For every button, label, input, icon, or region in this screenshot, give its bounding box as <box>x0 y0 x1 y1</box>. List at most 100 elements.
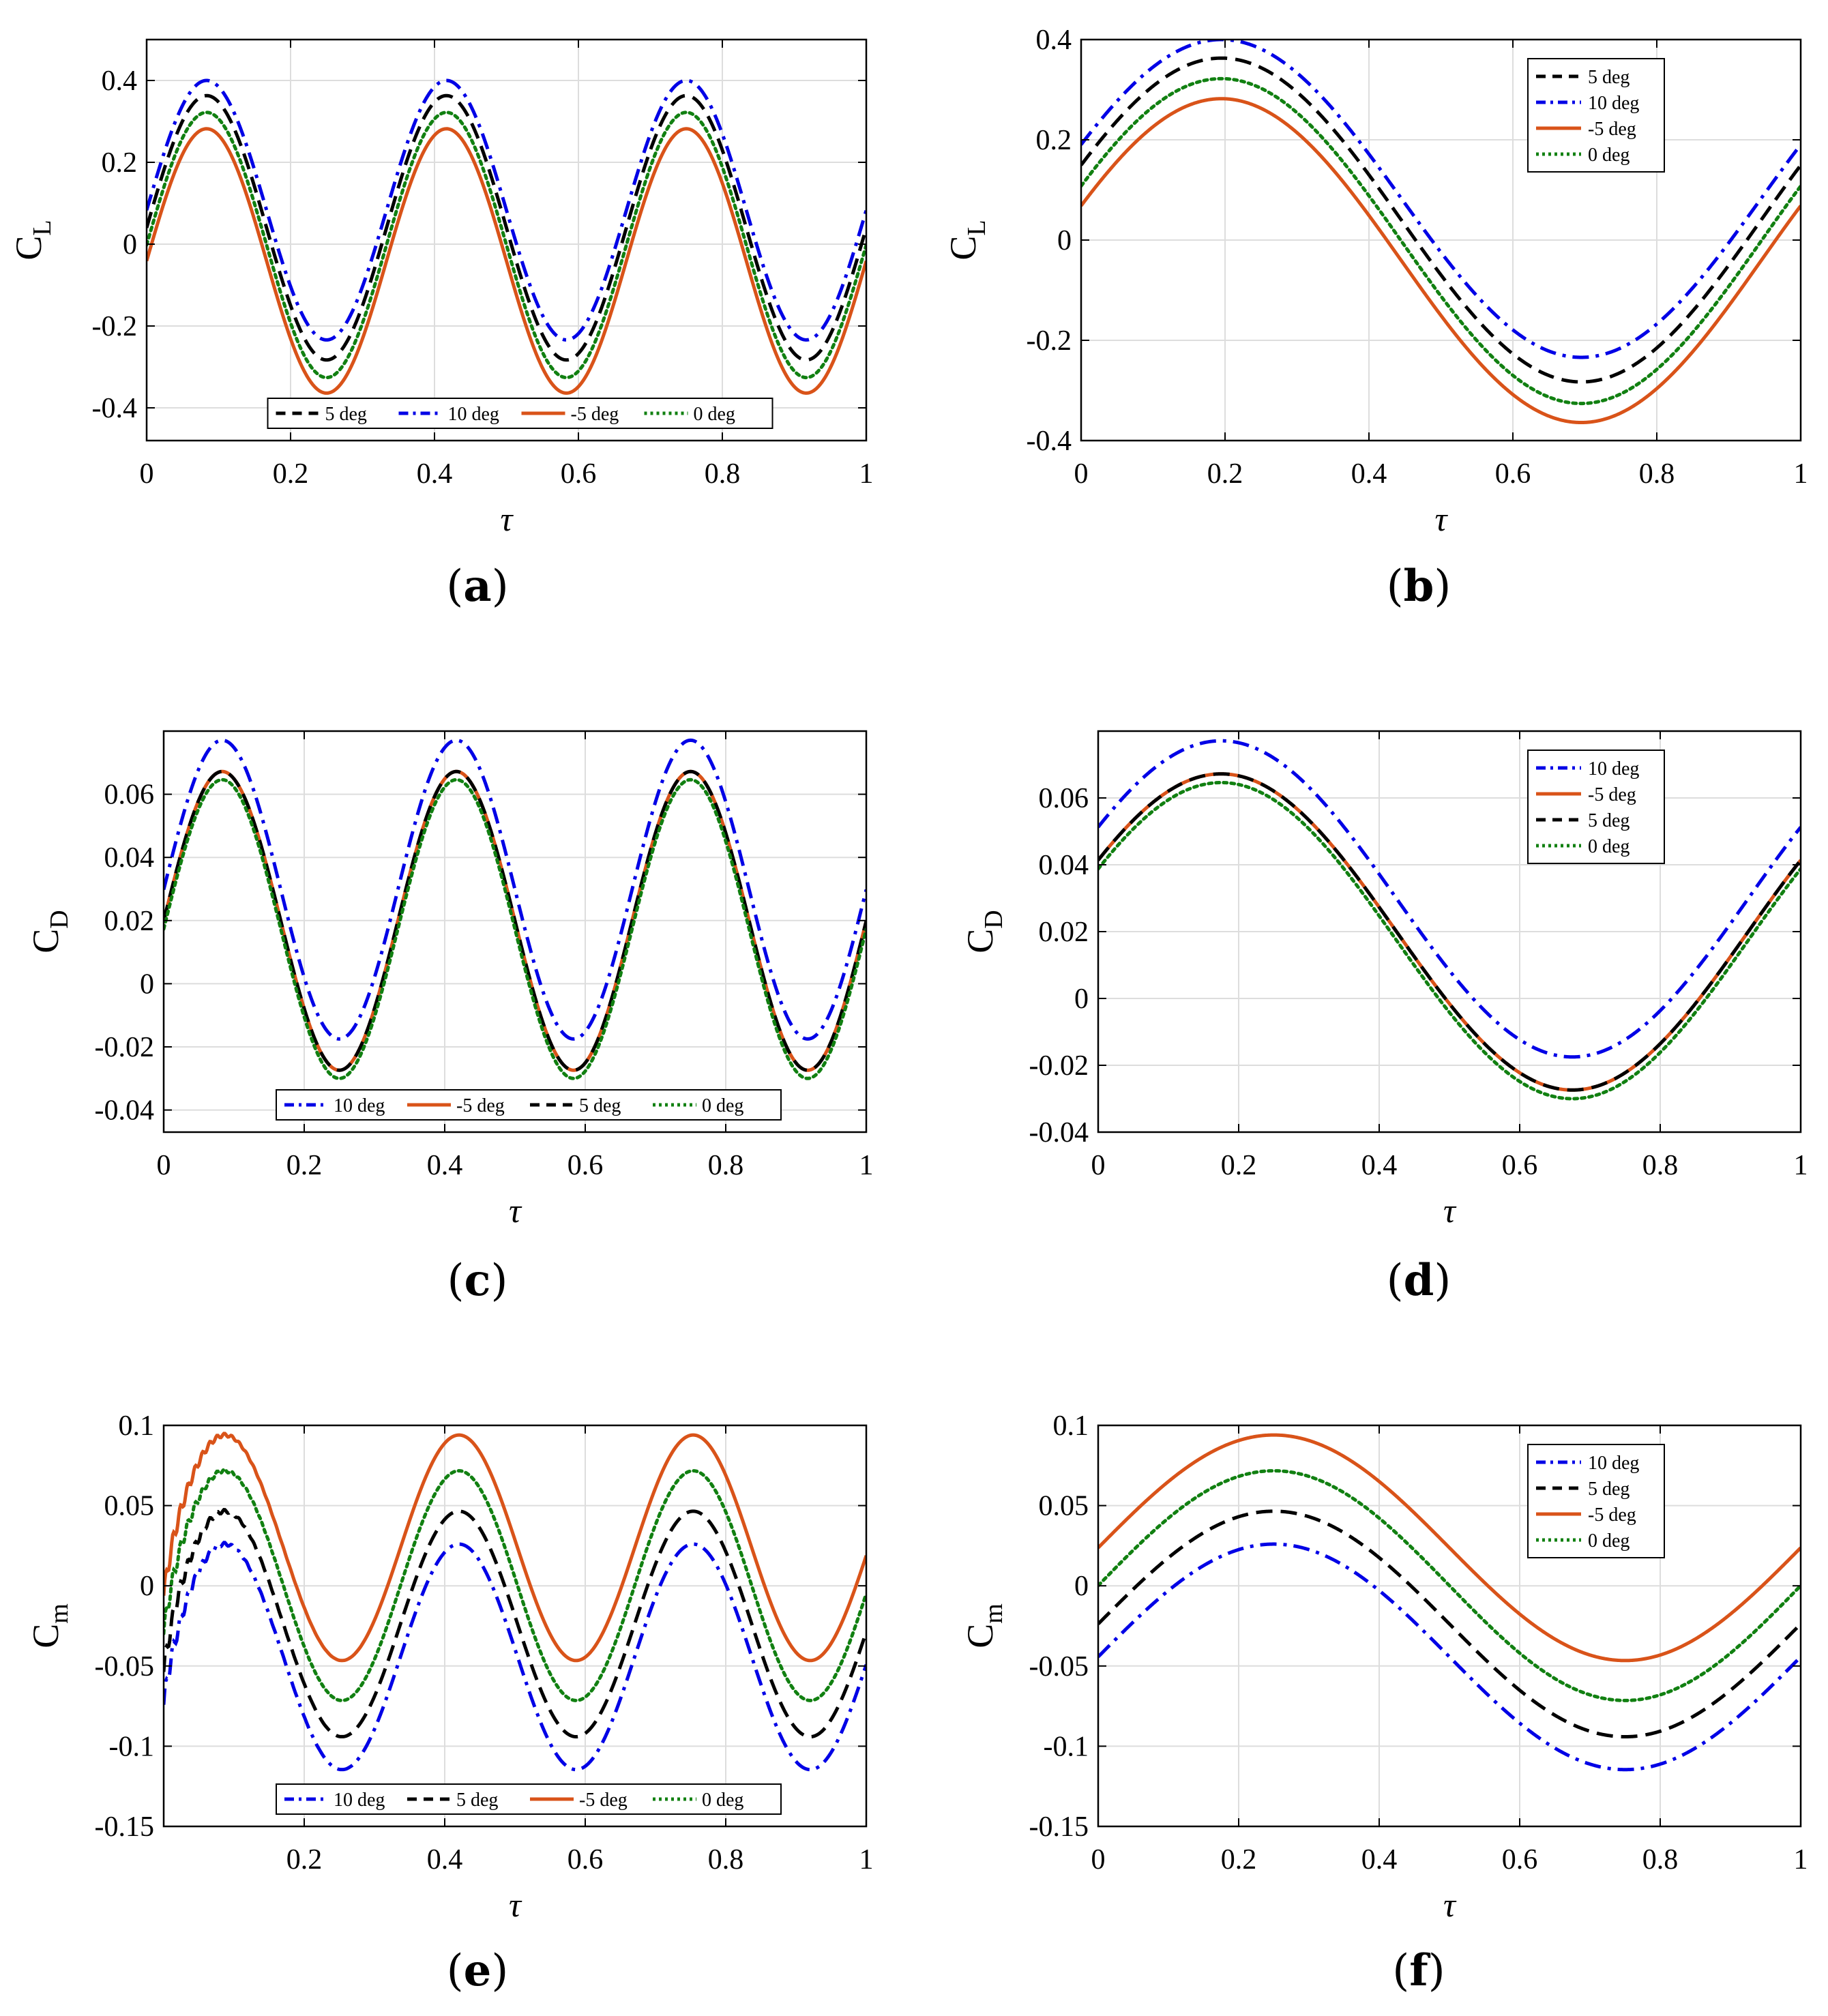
y-axis-label: CD <box>25 910 74 953</box>
x-tick-label: 0.2 <box>286 1844 323 1876</box>
series-line-5deg <box>1081 56 1801 384</box>
x-tick-label: 0.6 <box>561 458 597 490</box>
legend-box <box>276 1089 782 1121</box>
legend-label: 10 deg <box>1588 93 1639 114</box>
y-tick-label: 0.4 <box>1036 25 1072 56</box>
axes-frame <box>1097 1424 1802 1828</box>
legend: 10 deg -5 deg 5 deg 0 deg <box>276 1089 782 1121</box>
chart-panel-a: 0 0.2 0.4 0.6 0.8 1 -0.4 -0.2 0 0.2 0.4 τ CL 5 deg 10 … <box>8 38 874 538</box>
y-tick-label: -0.04 <box>1029 1117 1089 1148</box>
caption-e: (e) <box>446 1945 509 1996</box>
legend-label: 0 deg <box>702 1095 743 1116</box>
series-line-0deg <box>164 1467 866 1702</box>
legend-label: 5 deg <box>1588 1479 1630 1500</box>
x-tick-label: 0.4 <box>417 458 453 490</box>
legend-box <box>267 398 773 429</box>
x-tick-label: 0.4 <box>427 1844 463 1876</box>
series-line-5deg <box>164 1508 866 1739</box>
caption-a: (a) <box>446 561 509 612</box>
x-tick-label: 0.4 <box>1351 458 1387 490</box>
x-tick-label: 1 <box>1794 1844 1808 1876</box>
series-group <box>147 78 866 395</box>
legend-label: -5 deg <box>1588 1504 1636 1526</box>
y-tick-label: -0.05 <box>95 1651 155 1683</box>
y-tick-label: 0.4 <box>102 65 138 97</box>
legend-label: 10 deg <box>1588 1453 1639 1474</box>
series-line-5deg <box>164 769 866 1072</box>
y-tick-label: -0.2 <box>1027 325 1072 357</box>
series-line-0deg <box>1098 780 1801 1101</box>
y-tick-label: -0.4 <box>92 393 138 424</box>
series-line-m5deg <box>1081 97 1801 425</box>
series-group <box>164 1432 866 1772</box>
x-tick-label: 0.8 <box>708 1844 744 1876</box>
x-tick-label: 0.2 <box>1207 458 1243 490</box>
y-tick-label: -0.15 <box>1029 1811 1089 1843</box>
caption-d: (d) <box>1386 1255 1451 1306</box>
series-group <box>164 738 866 1080</box>
x-tick-label: 0 <box>1091 1150 1106 1181</box>
legend-label: 5 deg <box>1588 810 1630 831</box>
y-tick-label: -0.2 <box>92 311 138 342</box>
y-tick-label: -0.1 <box>1044 1731 1089 1762</box>
y-tick-label: 0.05 <box>104 1491 155 1522</box>
legend-label: -5 deg <box>1588 119 1636 140</box>
chart-panel-f: 0 0.2 0.4 0.6 0.8 1 -0.15 -0.1 -0.05 0 0.05 0.1 τ Cm 1… <box>960 1410 1808 1924</box>
y-tick-label: 0 <box>123 229 137 261</box>
legend: 10 deg 5 deg -5 deg 0 deg <box>1527 1444 1665 1558</box>
series-group <box>1098 739 1801 1101</box>
series-line-5deg <box>1098 1509 1801 1739</box>
caption-f: (f) <box>1392 1945 1445 1996</box>
legend-label: 5 deg <box>456 1790 498 1811</box>
x-tick-label: 1 <box>859 458 874 490</box>
y-tick-label: 0 <box>140 968 154 1000</box>
x-tick-label: 0 <box>140 458 154 490</box>
x-tick-label: 0.4 <box>1361 1844 1398 1876</box>
legend-label: -5 deg <box>456 1095 505 1116</box>
series-line-10deg <box>164 738 866 1041</box>
y-tick-label: -0.1 <box>109 1731 155 1762</box>
series-line-0deg <box>147 110 866 380</box>
series-line-m5deg <box>164 1432 866 1663</box>
x-tick-label: 0 <box>1074 458 1089 490</box>
series-line-0deg <box>1098 1469 1801 1702</box>
legend-label: 5 deg <box>325 404 367 425</box>
chart-panel-b: 0 0.2 0.4 0.6 0.8 1 -0.4 -0.2 0 0.2 0.4 τ CL 5 deg 10 … <box>943 25 1808 538</box>
x-tick-label: 0.8 <box>1639 458 1675 490</box>
y-axis-label: Cm <box>960 1603 1008 1648</box>
series-line-0deg <box>1081 76 1801 406</box>
y-axis-label: CL <box>943 220 991 260</box>
x-tick-label: 0.6 <box>1495 458 1531 490</box>
legend: 5 deg 10 deg -5 deg 0 deg <box>267 398 773 429</box>
series-group <box>1081 40 1801 425</box>
caption-c: (c) <box>447 1255 508 1306</box>
y-tick-label: 0.02 <box>104 906 155 937</box>
y-tick-label: 0.1 <box>1053 1410 1089 1442</box>
series-line-m5deg <box>1098 1433 1801 1663</box>
y-tick-label: -0.02 <box>1029 1050 1089 1082</box>
series-line-10deg <box>147 78 866 342</box>
legend-label: -5 deg <box>571 404 619 425</box>
legend-label: 10 deg <box>334 1790 385 1811</box>
x-axis-label: τ <box>1443 1886 1457 1924</box>
x-tick-label: 0.2 <box>1221 1150 1257 1181</box>
x-tick-label: 0.2 <box>1221 1844 1257 1876</box>
x-tick-label: 0.4 <box>427 1150 463 1181</box>
series-line-m5deg <box>147 127 866 395</box>
y-tick-label: -0.02 <box>95 1032 155 1063</box>
axes-frame <box>162 730 868 1133</box>
x-tick-label: 0.6 <box>567 1150 604 1181</box>
axes-frame <box>145 38 868 442</box>
legend: 5 deg 10 deg -5 deg 0 deg <box>1527 58 1665 173</box>
y-tick-label: 0 <box>1074 983 1089 1015</box>
y-axis-label: CD <box>960 910 1008 953</box>
chart-panel-d: 0 0.2 0.4 0.6 0.8 1 -0.04 -0.02 0 0.02 0.04 0.06 τ CD… <box>960 730 1808 1230</box>
legend-label: 10 deg <box>1588 758 1639 780</box>
legend-label: 5 deg <box>1588 67 1630 88</box>
series-line-10deg <box>1098 1542 1801 1772</box>
x-tick-label: 1 <box>859 1844 874 1876</box>
series-group <box>1098 1433 1801 1772</box>
axes-frame <box>162 1424 868 1828</box>
legend-label: 0 deg <box>1588 145 1630 166</box>
x-tick-label: 0.6 <box>1502 1150 1538 1181</box>
